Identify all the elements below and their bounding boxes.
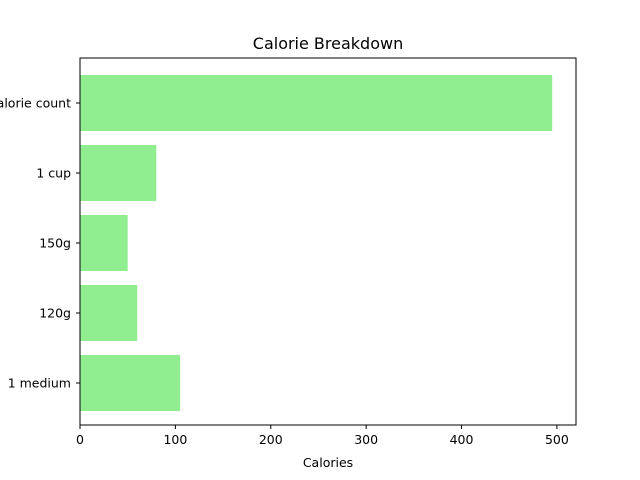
y-tick-label: Calorie count [0,96,71,111]
x-tick-label: 300 [354,432,378,447]
x-tick-label: 500 [545,432,569,447]
x-tick-label: 200 [259,432,283,447]
y-tick-label: 150g [39,236,71,251]
x-axis-label: Calories [303,455,353,470]
bar [80,355,181,411]
y-tick-label: 120g [39,306,71,321]
bar [80,75,553,131]
bars-group [80,75,553,411]
x-axis-ticks: 0 100 200 300 400 500 [76,425,569,447]
bar [80,285,138,341]
x-tick-label: 400 [450,432,474,447]
x-tick-label: 100 [163,432,187,447]
chart-title: Calorie Breakdown [253,34,403,53]
x-tick-label: 0 [76,432,84,447]
y-tick-label: 1 medium [8,376,71,391]
y-tick-label: 1 cup [36,166,71,181]
y-axis-ticks: 1 medium 120g 150g 1 cup Calorie count [0,96,80,391]
bar [80,145,157,201]
plot-frame [79,57,577,426]
bar [80,215,128,271]
